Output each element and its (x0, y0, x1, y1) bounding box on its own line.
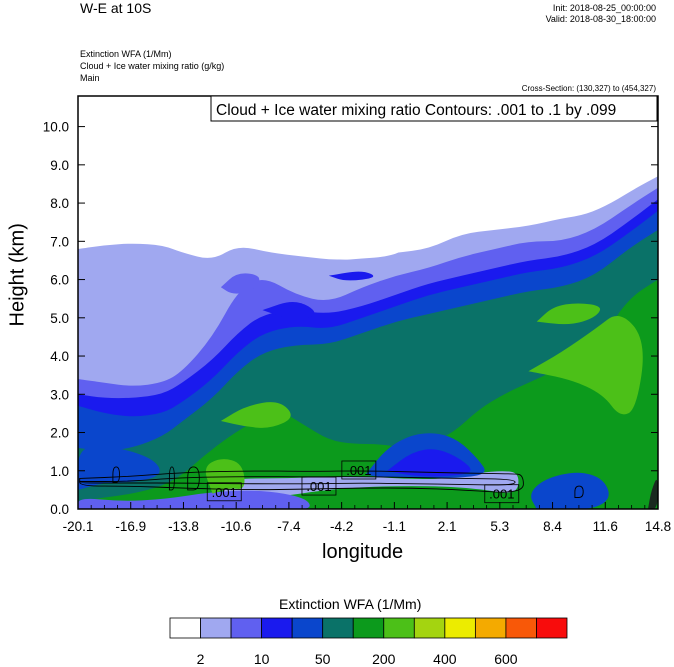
region-level-3-10 (262, 301, 315, 320)
colorbar-swatch-12 (536, 617, 568, 639)
y-tick-label: 1.0 (50, 464, 69, 479)
y-tick-label: 5.0 (50, 311, 69, 326)
colorbar-swatch-10 (474, 617, 507, 639)
x-tick-label: -4.2 (330, 519, 353, 534)
contour-line-5 (574, 485, 584, 498)
y-tick-label: 10.0 (43, 120, 69, 135)
colorbar-swatch-2 (230, 617, 263, 639)
contour-line-1 (79, 476, 516, 486)
region-level-2-1 (78, 490, 310, 509)
region-level-4-5 (531, 472, 609, 509)
region-level-4-4 (78, 445, 160, 490)
colorbar-swatch-3 (261, 617, 293, 639)
contour-label-box-1 (301, 476, 337, 496)
region-level-1-0 (224, 471, 519, 498)
region-level-3-3 (387, 449, 471, 477)
colorbar-tick-label: 10 (254, 651, 270, 667)
x-axis-label: longitude (322, 541, 404, 563)
region-level-3-11 (328, 271, 374, 281)
colorbar-swatch-4 (291, 617, 324, 639)
band-level-6 (78, 279, 658, 509)
x-tick-label: 11.6 (593, 519, 618, 534)
colorbar-swatch-9 (444, 617, 476, 639)
init-time: Init: 2018-08-25_00:00:00 (552, 3, 656, 13)
contour-label: .001 (212, 485, 237, 500)
region-level-7-8 (536, 303, 601, 325)
y-tick-label: 0.0 (50, 502, 69, 517)
contour-line-3 (168, 466, 175, 491)
field-line-main: Main (80, 73, 100, 83)
colorbar-tick-label: 200 (372, 651, 396, 667)
y-axis-label: Height (km) (6, 223, 29, 327)
field-line-extinction: Extinction WFA (1/Mm) (80, 49, 172, 59)
colorbar-swatch-11 (505, 617, 537, 639)
y-tick-label: 6.0 (50, 273, 69, 288)
contour-label-box-3 (484, 484, 520, 504)
valid-time: Valid: 2018-08-30_18:00:00 (545, 14, 656, 24)
region-level-7-7 (220, 402, 291, 428)
x-tick-label: 2.1 (438, 519, 457, 534)
region-level-7-6 (205, 459, 245, 494)
y-tick-label: 3.0 (50, 387, 69, 402)
x-tick-label: -1.1 (383, 519, 406, 534)
y-tick-label: 9.0 (50, 158, 69, 173)
colorbar-tick-label: 50 (315, 651, 331, 667)
contour-label: .001 (346, 463, 371, 478)
colorbar-swatch-5 (322, 617, 354, 639)
x-tick-label: 5.3 (490, 519, 509, 534)
region-level-0-13 (162, 193, 410, 260)
colorbar-tick-label: 2 (197, 651, 205, 667)
x-tick-label: -7.4 (277, 519, 301, 534)
x-tick-label: 8.4 (543, 519, 562, 534)
y-tick-label: 8.0 (50, 196, 69, 211)
x-tick-label: 14.8 (645, 519, 671, 534)
contour-label: .001 (306, 479, 331, 494)
colorbar-tick-label: 600 (494, 651, 518, 667)
region-level-2-14 (220, 273, 260, 294)
cross-section-label: Cross-Section: (130,327) to (454,327) (521, 84, 656, 93)
contour-line-0 (79, 470, 524, 493)
contour-label-box-0 (206, 482, 242, 502)
region-level-7-9 (528, 315, 643, 415)
colorbar-swatch-1 (200, 617, 232, 639)
colorbar-swatch-8 (413, 617, 446, 639)
region-level-8-15 (648, 479, 658, 509)
field-line-mixing-ratio: Cloud + Ice water mixing ratio (g/kg) (80, 61, 225, 71)
colorbar-swatch-0 (169, 617, 201, 639)
contour-line-4 (187, 466, 200, 491)
y-tick-label: 2.0 (50, 426, 69, 441)
x-tick-label: -13.8 (168, 519, 199, 534)
x-tick-label: -20.1 (63, 519, 94, 534)
y-tick-label: 4.0 (50, 349, 69, 364)
colorbar-swatch-6 (352, 617, 385, 639)
contour-line-2 (112, 466, 120, 483)
contour-label: .001 (489, 487, 514, 502)
y-tick-label: 7.0 (50, 234, 69, 249)
colorbar-label: Extinction WFA (1/Mm) (279, 596, 422, 612)
x-tick-label: -10.6 (221, 519, 252, 534)
colorbar-tick-label: 400 (433, 651, 457, 667)
x-tick-label: -16.9 (115, 519, 146, 534)
chart-title: W-E at 10S (80, 0, 152, 16)
colorbar-swatch-7 (383, 617, 415, 639)
contour-annotation: Cloud + Ice water mixing ratio Contours:… (216, 102, 616, 119)
contour-label-box-2 (341, 460, 377, 480)
